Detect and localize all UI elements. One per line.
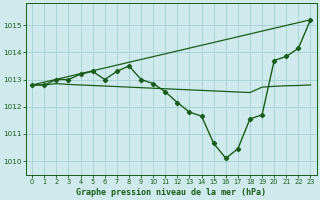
X-axis label: Graphe pression niveau de la mer (hPa): Graphe pression niveau de la mer (hPa) — [76, 188, 266, 197]
